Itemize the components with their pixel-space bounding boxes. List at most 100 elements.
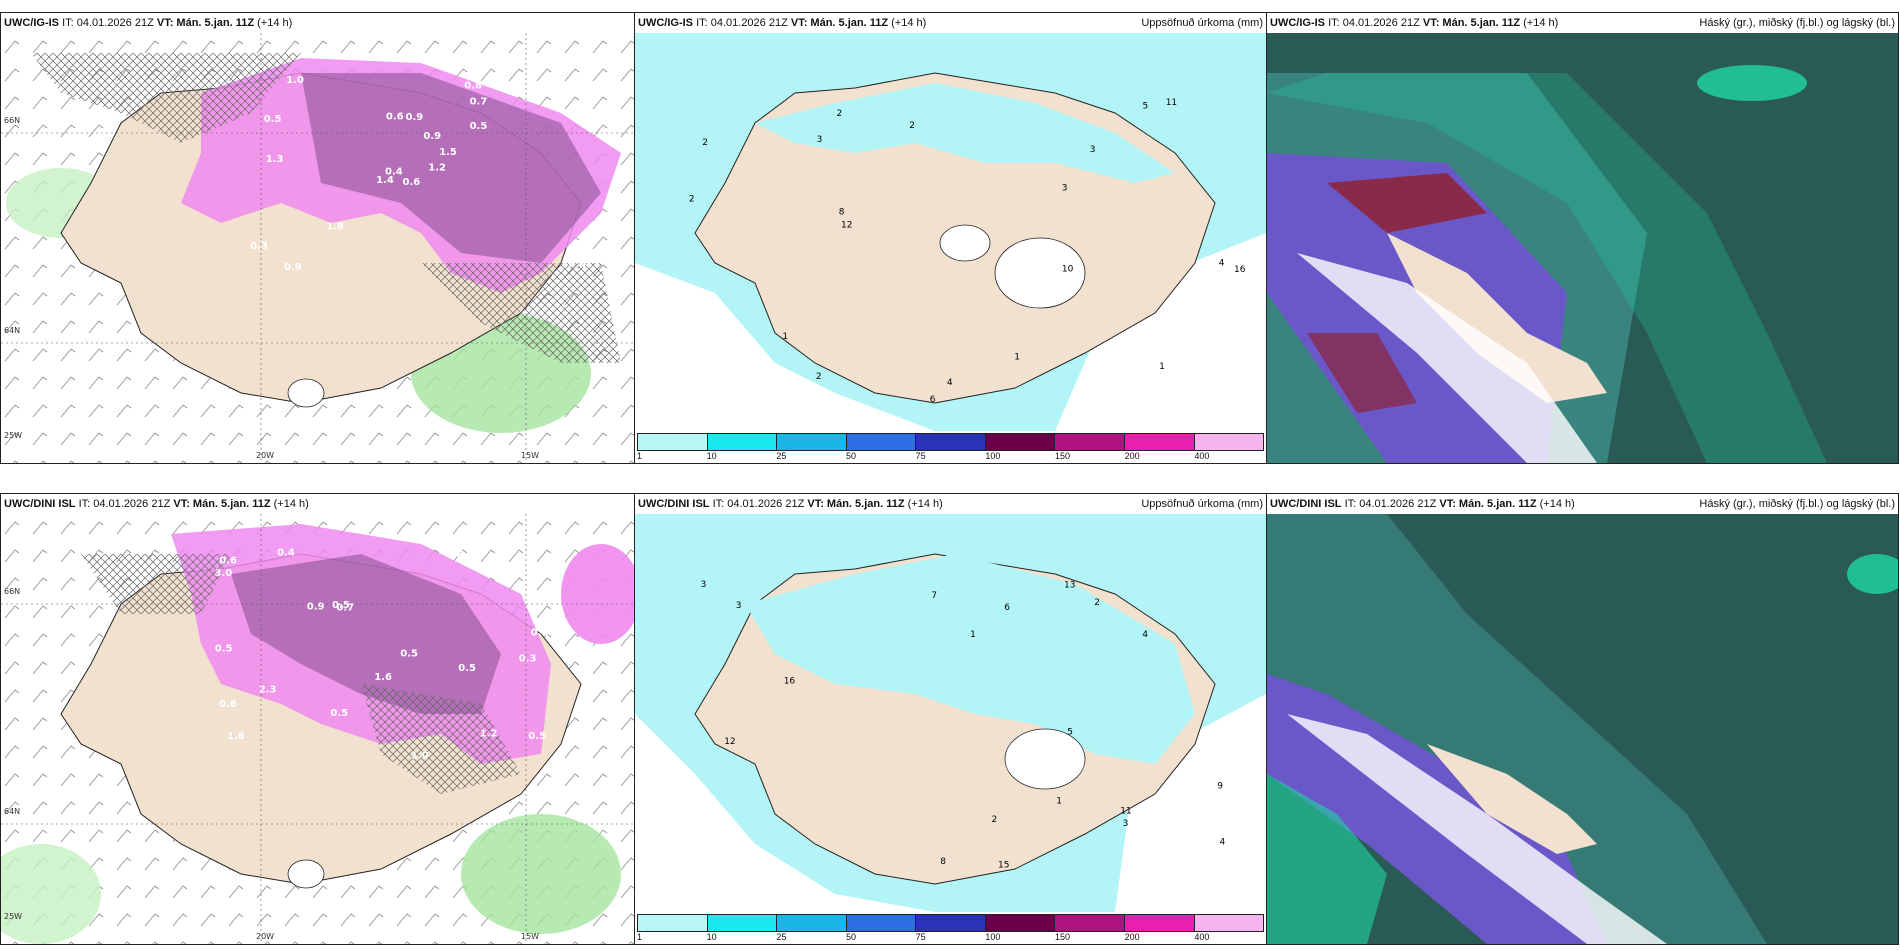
colorbar-label: 25 [776, 451, 787, 461]
panel-ig-precip: UWC/IG-IS IT: 04.01.2026 21Z VT: Mán. 5.… [0, 12, 635, 464]
map-value-label: 2 [702, 138, 708, 148]
map-value-label: 1.0 [411, 751, 429, 762]
map-value-label: 1.2 [428, 163, 446, 174]
map-value-label: 0.6 [569, 259, 587, 270]
map-value-label: 2 [992, 815, 998, 825]
panel-dini-cloud: UWC/DINI ISL IT: 04.01.2026 21Z VT: Mán.… [1266, 493, 1899, 945]
panel-title: UWC/DINI ISL IT: 04.01.2026 21Z VT: Mán.… [635, 494, 1266, 514]
colorbar-label: 400 [1194, 932, 1210, 942]
axis-lat-66: 66N [4, 116, 20, 125]
map-value-label: 10 [1062, 265, 1074, 275]
map-value-label: 6 [930, 395, 936, 405]
iceland-land [1387, 233, 1607, 403]
panel-title: UWC/DINI ISL IT: 04.01.2026 21Z VT: Mán.… [1267, 494, 1898, 514]
colorbar: 1 10 25 50 75 100 150 200 400 [635, 912, 1266, 944]
map-value-label: 2.3 [259, 684, 277, 695]
axis-lat-64: 64N [4, 326, 20, 335]
map-value-label: 3.0 [215, 568, 233, 579]
hatched-area [31, 53, 301, 143]
colorbar-label: 1 [637, 451, 643, 461]
colorbar-label: 200 [1124, 932, 1140, 942]
map-value-label: 0.9 [284, 262, 302, 273]
colorbar: 1 10 25 50 75 100 150 200 400 [635, 431, 1266, 463]
map-value-label: 4 [1219, 258, 1225, 268]
colorbar-cell [1124, 915, 1195, 931]
colorbar-cell [916, 915, 986, 931]
colorbar-label: 75 [915, 932, 926, 942]
map-value-label: 16 [784, 676, 796, 686]
map-value-label: 2 [816, 372, 822, 382]
map-value-label: 15 [998, 860, 1009, 870]
map-value-label: 1 [1014, 353, 1020, 363]
map-value-label: 4 [1142, 630, 1148, 640]
panel-dini-precip: UWC/DINI ISL IT: 04.01.2026 21Z VT: Mán.… [0, 493, 635, 945]
map-value-label: 0.9 [423, 131, 441, 142]
map-value-label: 5 [1143, 102, 1149, 112]
axis-lon-20: 20W [256, 932, 274, 941]
map-value-label: 4 [947, 378, 953, 388]
map-value-label: 0.8 [446, 550, 464, 561]
colorbar-cell [1055, 434, 1125, 450]
map-value-label: 8 [839, 208, 845, 218]
map-value-label: 1.0 [286, 75, 304, 86]
colorbar-cell [985, 915, 1056, 931]
panel-title: UWC/IG-IS IT: 04.01.2026 21Z VT: Mán. 5.… [635, 13, 1266, 33]
map-value-label: 3 [1090, 145, 1096, 155]
map-value-label: 3 [1062, 183, 1068, 193]
panel-title: UWC/IG-IS IT: 04.01.2026 21Z VT: Mán. 5.… [1, 13, 634, 33]
map-value-label: 1 [970, 630, 976, 640]
panel-ig-cloud: UWC/IG-IS IT: 04.01.2026 21Z VT: Mán. 5.… [1266, 12, 1899, 464]
map-value-label: 0.6 [219, 556, 237, 567]
colorbar-cell [638, 915, 708, 931]
map-value-label: 1.4 [376, 175, 394, 186]
axis-lat-64: 64N [4, 807, 20, 816]
axis-lon-20: 20W [256, 451, 274, 460]
cloud-map [1267, 514, 1898, 944]
precip-area [181, 58, 621, 293]
map-value-label: 1.2 [480, 728, 498, 739]
colorbar-cell [985, 434, 1056, 450]
colorbar-label: 400 [1194, 451, 1210, 461]
map-value-label: 1 [1056, 796, 1062, 806]
panel-dini-accum: UWC/DINI ISL IT: 04.01.2026 21Z VT: Mán.… [634, 493, 1267, 945]
map-value-label: 8 [940, 857, 946, 867]
map-value-label: 3 [736, 601, 742, 611]
precip-map: 66N 64N 25W 20W 15W 0.6 0.5 0.4 0.3 1.5 1.8 0.… [1, 33, 634, 463]
map-value-label: 0.5 [215, 644, 233, 655]
map-value-label: 13 [1064, 581, 1075, 591]
map-value-label: 12 [841, 221, 852, 231]
colorbar-label: 10 [706, 932, 717, 942]
map-value-label: 0.7 [336, 603, 354, 614]
panel-ig-accum: UWC/IG-IS IT: 04.01.2026 21Z VT: Mán. 5.… [634, 12, 1267, 464]
panel-title: UWC/DINI ISL IT: 04.01.2026 21Z VT: Mán.… [1, 494, 634, 514]
colorbar-label: 25 [776, 932, 787, 942]
colorbar-label: 150 [1055, 932, 1071, 942]
map-value-label: 1.6 [227, 731, 245, 742]
colorbar-label: 50 [846, 932, 857, 942]
colorbar-cell [638, 434, 708, 450]
map-value-label: 1.6 [374, 672, 392, 683]
precip-map: 66N 64N 25W 20W 15W 0.5 0.3 1.6 0.4 0.7 1.2 0.… [1, 514, 634, 944]
colorbar-cell [707, 915, 778, 931]
map-value-label: 6 [1004, 603, 1010, 613]
colorbar-cell [1124, 434, 1195, 450]
axis-lon-15: 15W [521, 932, 539, 941]
map-value-label: 0.8 [464, 80, 482, 91]
map-value-label: 0.5 [458, 663, 476, 674]
iceland-land [1427, 744, 1597, 854]
map-value-label: 2 [1094, 598, 1100, 608]
map-value-label: 0.5 [330, 708, 348, 719]
map-value-label: 12 [724, 737, 735, 747]
map-value-label: 9 [1217, 782, 1223, 792]
axis-lon-25: 25W [4, 912, 22, 921]
map-value-label: 0.3 [250, 241, 268, 252]
colorbar-cell [1194, 915, 1264, 931]
map-value-label: 2 [909, 121, 915, 131]
map-value-label: 0.9 [406, 112, 424, 123]
axis-lon-25: 25W [4, 431, 22, 440]
map-value-label: 0.5 [470, 121, 488, 132]
axis-lon-15: 15W [521, 451, 539, 460]
map-value-label: 5 [1067, 728, 1073, 738]
colorbar-label: 100 [985, 451, 1001, 461]
axis-lat-66: 66N [4, 587, 20, 596]
